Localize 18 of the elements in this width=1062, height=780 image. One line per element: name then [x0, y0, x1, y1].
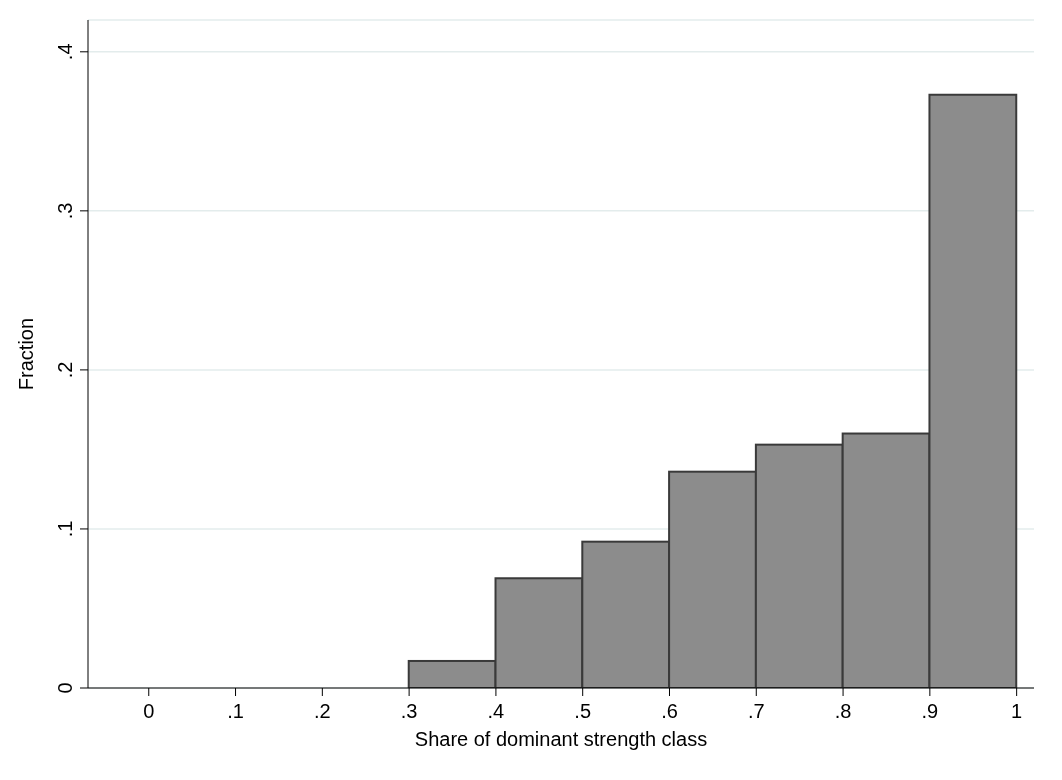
x-tick-label: .4	[487, 700, 505, 722]
x-axis-title: Share of dominant strength class	[414, 728, 708, 750]
y-tick-label: 0	[54, 682, 76, 694]
y-tick-label: .3	[54, 202, 76, 220]
x-tick-label: .9	[921, 700, 939, 722]
y-tick-label: .1	[54, 520, 76, 538]
x-tick-label: .8	[834, 700, 852, 722]
y-axis-title: Fraction	[15, 317, 38, 391]
x-tick-label: .3	[400, 700, 418, 722]
x-tick-label: .5	[574, 700, 592, 722]
x-tick-label: .6	[661, 700, 678, 722]
x-tick-label: 0	[143, 700, 155, 722]
x-tick-label: 1	[1011, 700, 1023, 722]
y-tick-label: .2	[54, 361, 76, 379]
x-tick-label: .2	[313, 700, 331, 722]
x-tick-label: .7	[747, 700, 765, 722]
x-tick-label: .1	[227, 700, 244, 722]
y-tick-label: .4	[54, 43, 76, 61]
